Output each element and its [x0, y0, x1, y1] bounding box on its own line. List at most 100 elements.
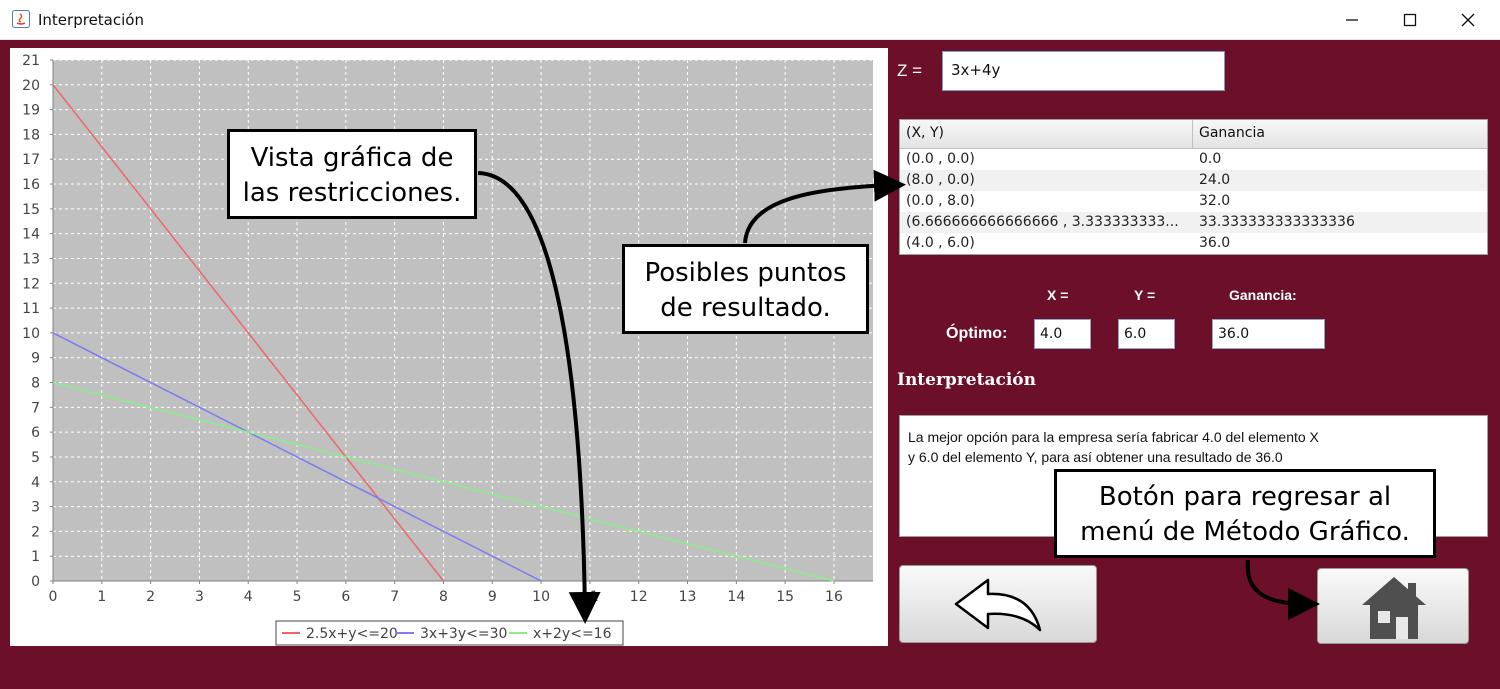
x-tick-label: 6 [341, 589, 350, 605]
legend-label: 2.5x+y<=20 [306, 626, 398, 642]
maximize-icon [1403, 13, 1417, 27]
home-button[interactable] [1317, 568, 1469, 644]
button-callout: Botón para regresar al menú de Método Gr… [1054, 469, 1436, 558]
y-tick-label: 20 [22, 78, 40, 94]
y-tick-label: 18 [22, 127, 40, 143]
objective-input[interactable]: 3x+4y [942, 51, 1225, 91]
y-tick-label: 15 [22, 202, 40, 218]
cell-point: (8.0 , 0.0) [906, 172, 975, 188]
window-title: Interpretación [38, 11, 144, 29]
cell-gain: 0.0 [1199, 151, 1222, 167]
y-tick-label: 4 [31, 475, 40, 491]
y-tick-label: 14 [22, 227, 40, 243]
cell-gain: 33.333333333333336 [1199, 214, 1355, 230]
chart-callout-line-2: las restricciones. [242, 178, 462, 208]
objective-label: Z = [897, 61, 923, 80]
y-tick-label: 3 [31, 500, 40, 516]
x-tick-label: 16 [825, 589, 843, 605]
cell-point: (0.0 , 8.0) [906, 193, 975, 209]
y-header-label: Y = [1134, 287, 1156, 303]
y-tick-label: 9 [31, 351, 40, 367]
x-tick-label: 12 [630, 589, 648, 605]
series-line-1 [52, 332, 542, 582]
column-header-xy[interactable]: (X, Y) [900, 120, 1193, 148]
y-tick-label: 12 [22, 276, 40, 292]
y-tick-label: 1 [31, 549, 40, 565]
x-tick-label: 5 [293, 589, 302, 605]
x-tick-label: 15 [776, 589, 794, 605]
y-tick-label: 19 [22, 103, 40, 119]
table-row[interactable]: (0.0 , 8.0) 32.0 [900, 191, 1487, 212]
x-tick-label: 2 [146, 589, 155, 605]
x-tick-label: 4 [244, 589, 253, 605]
table-body: (0.0 , 0.0) 0.0 (8.0 , 0.0) 24.0 (0.0 , 8.0)… [900, 149, 1487, 254]
cell-point: (4.0 , 6.0) [906, 235, 975, 251]
y-tick-label: 7 [31, 400, 40, 416]
title-bar: Interpretación [0, 0, 1500, 40]
x-tick-label: 10 [532, 589, 550, 605]
gain-header-label: Ganancia: [1229, 287, 1297, 303]
java-app-icon [12, 10, 30, 28]
y-tick-label: 11 [22, 301, 40, 317]
close-icon [1461, 13, 1475, 27]
minimize-button[interactable] [1326, 0, 1378, 40]
chart-legend [275, 620, 624, 646]
chart-callout: Vista gráfica de las restricciones. [227, 129, 477, 219]
results-table[interactable]: (X, Y) Ganancia (0.0 , 0.0) 0.0 (8.0 , 0.0… [899, 119, 1488, 255]
x-tick-label: 11 [581, 589, 599, 605]
y-tick-label: 2 [31, 524, 40, 540]
maximize-button[interactable] [1384, 0, 1436, 40]
cell-gain: 36.0 [1199, 235, 1231, 251]
close-button[interactable] [1442, 0, 1494, 40]
chart-callout-line-1: Vista gráfica de [250, 143, 454, 173]
table-row[interactable]: (0.0 , 0.0) 0.0 [900, 149, 1487, 170]
x-tick-label: 13 [679, 589, 697, 605]
x-tick-label: 0 [49, 589, 58, 605]
x-tick-label: 9 [488, 589, 497, 605]
legend-label: x+2y<=16 [533, 626, 612, 642]
legend-label: 3x+3y<=30 [420, 626, 507, 642]
interpretation-title: Interpretación [897, 370, 1036, 390]
series-line-2 [52, 381, 835, 582]
table-row[interactable]: (8.0 , 0.0) 24.0 [900, 170, 1487, 191]
optimum-y-field[interactable]: 6.0 [1118, 319, 1175, 349]
table-header: (X, Y) Ganancia [900, 120, 1487, 149]
home-icon [1362, 577, 1426, 639]
optimum-label: Óptimo: [946, 325, 1008, 342]
button-callout-line-1: Botón para regresar al [1098, 482, 1392, 512]
cell-point: (6.666666666666666 , 3.333333333... [906, 214, 1179, 230]
points-callout: Posibles puntos de resultado. [622, 244, 869, 334]
x-tick-label: 14 [727, 589, 745, 605]
column-header-gain[interactable]: Ganancia [1199, 125, 1265, 141]
cell-gain: 32.0 [1199, 193, 1231, 209]
x-tick-label: 1 [97, 589, 106, 605]
x-tick-label: 7 [390, 589, 399, 605]
arrow-to-home-button [1245, 559, 1320, 620]
optimum-x-field[interactable]: 4.0 [1034, 319, 1091, 349]
points-callout-line-2: de resultado. [660, 293, 831, 323]
y-tick-label: 17 [22, 152, 40, 168]
cell-gain: 24.0 [1199, 172, 1231, 188]
button-callout-line-2: menú de Método Gráfico. [1080, 517, 1410, 547]
points-callout-line-1: Posibles puntos [644, 258, 847, 288]
x-tick-label: 8 [439, 589, 448, 605]
y-tick-label: 21 [22, 53, 40, 69]
back-button[interactable] [899, 565, 1097, 643]
back-arrow-icon [954, 578, 1042, 632]
y-tick-label: 10 [22, 326, 40, 342]
table-row[interactable]: (6.666666666666666 , 3.333333333... 33.33… [900, 212, 1487, 233]
y-tick-label: 6 [31, 425, 40, 441]
cell-point: (0.0 , 0.0) [906, 151, 975, 167]
y-tick-label: 5 [31, 450, 40, 466]
x-tick-label: 3 [195, 589, 204, 605]
table-row[interactable]: (4.0 , 6.0) 36.0 [900, 233, 1487, 254]
optimum-gain-field[interactable]: 36.0 [1212, 319, 1325, 349]
interpretation-line-2: y 6.0 del elemento Y, para así obtener u… [908, 449, 1283, 465]
y-tick-label: 16 [22, 177, 40, 193]
minimize-icon [1346, 19, 1358, 21]
y-tick-label: 8 [31, 376, 40, 392]
y-tick-label: 0 [31, 574, 40, 590]
x-header-label: X = [1047, 287, 1069, 303]
y-tick-label: 13 [22, 251, 40, 267]
interpretation-line-1: La mejor opción para la empresa sería fa… [908, 429, 1319, 445]
